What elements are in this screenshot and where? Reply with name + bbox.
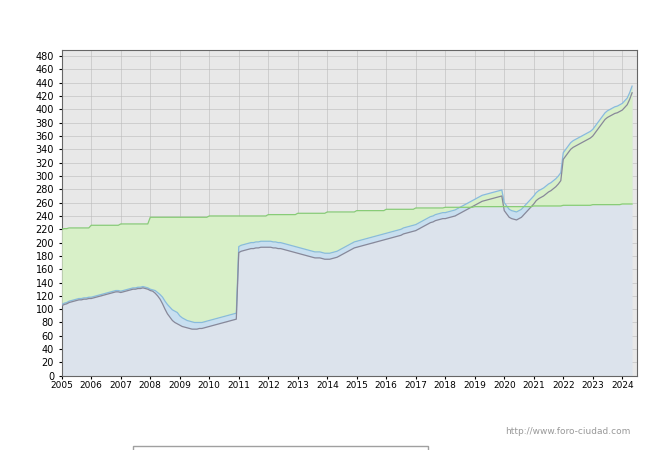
Legend: Ocupados, Parados, Hab. entre 16-64: Ocupados, Parados, Hab. entre 16-64 xyxy=(133,446,428,450)
Text: Ordis - Evolucion de la poblacion en edad de Trabajar Mayo de 2024: Ordis - Evolucion de la poblacion en eda… xyxy=(59,17,591,31)
Text: http://www.foro-ciudad.com: http://www.foro-ciudad.com xyxy=(505,428,630,436)
